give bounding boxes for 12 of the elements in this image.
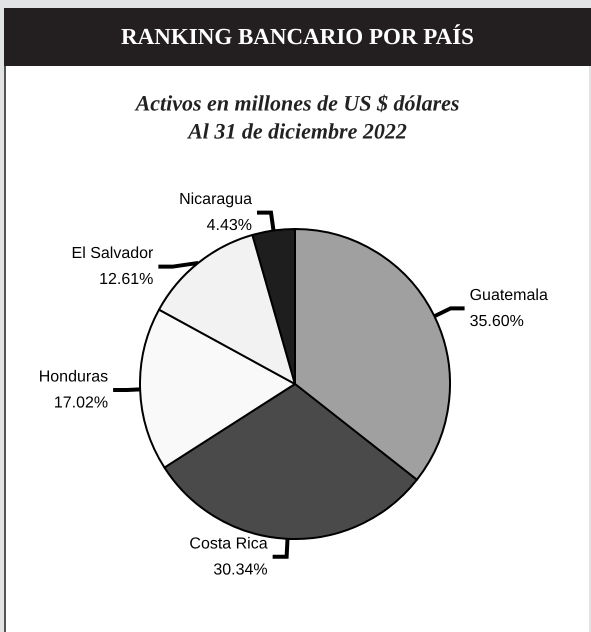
chart-title: RANKING BANCARIO POR PAÍS (4, 8, 591, 66)
slice-label: Guatemala (470, 286, 548, 304)
slice-label: Honduras (38, 368, 108, 386)
data-label: 12.61% (99, 271, 154, 288)
data-label: 4.43% (206, 217, 252, 234)
chart-subtitle: Activos en millones de US $ dólares Al 31 de diciembre 2022 (134, 90, 460, 144)
slice-label: Costa Rica (189, 535, 268, 552)
slice-label: Nicaragua (179, 191, 252, 208)
slice-label: El Salvador (72, 245, 154, 262)
data-label: 35.60% (470, 312, 524, 330)
data-label: 17.02% (54, 394, 108, 412)
data-label: 30.34% (213, 561, 268, 578)
